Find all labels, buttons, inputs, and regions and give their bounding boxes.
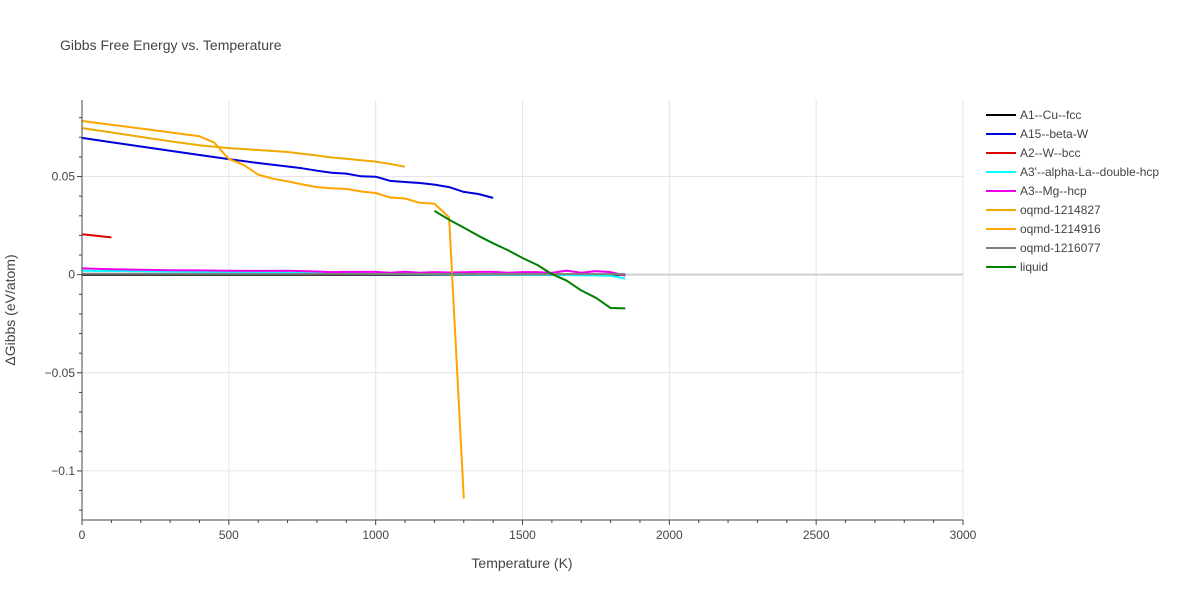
y-tick-label: 0.05 bbox=[52, 170, 76, 184]
chart-title: Gibbs Free Energy vs. Temperature bbox=[60, 37, 282, 53]
series-layer bbox=[81, 120, 626, 499]
legend-label: liquid bbox=[1020, 260, 1048, 274]
y-tick-label: 0 bbox=[68, 268, 75, 282]
legend-label: A2--W--bcc bbox=[1020, 146, 1080, 160]
series-line-A2--W--bcc bbox=[81, 233, 112, 239]
axes: 0 500 1000 1500 2000 2500 3000 −0.1 −0.05 0 0.05 bbox=[45, 100, 977, 542]
x-tick-label: 2500 bbox=[803, 528, 830, 542]
x-tick-label: 1500 bbox=[509, 528, 536, 542]
x-tick-label: 3000 bbox=[950, 528, 977, 542]
legend: A1--Cu--fcc A15--beta-W A2--W--bcc A3'--alp… bbox=[986, 108, 1159, 274]
y-axis-title: ΔGibbs (eV/atom) bbox=[2, 254, 18, 365]
legend-label: oqmd-1214827 bbox=[1020, 203, 1101, 217]
series-line-oqmd-1214916 bbox=[81, 120, 465, 499]
legend-label: oqmd-1214916 bbox=[1020, 222, 1101, 236]
y-tick-label: −0.05 bbox=[45, 366, 76, 380]
series-line-A3--Mg--hcp bbox=[81, 267, 626, 277]
series-line-liquid bbox=[433, 210, 626, 310]
series-line-oqmd-1214827 bbox=[81, 127, 406, 168]
series-line-A15--beta-W bbox=[81, 136, 494, 199]
x-tick-label: 0 bbox=[79, 528, 86, 542]
x-tick-label: 1000 bbox=[362, 528, 389, 542]
legend-label: A15--beta-W bbox=[1020, 127, 1089, 141]
legend-label: oqmd-1216077 bbox=[1020, 241, 1101, 255]
legend-label: A1--Cu--fcc bbox=[1020, 108, 1081, 122]
x-axis-title: Temperature (K) bbox=[471, 555, 572, 571]
legend-label: A3--Mg--hcp bbox=[1020, 184, 1087, 198]
grid bbox=[82, 100, 964, 520]
legend-label: A3'--alpha-La--double-hcp bbox=[1020, 165, 1159, 179]
x-tick-label: 2000 bbox=[656, 528, 683, 542]
x-tick-label: 500 bbox=[219, 528, 239, 542]
y-tick-label: −0.1 bbox=[51, 464, 75, 478]
